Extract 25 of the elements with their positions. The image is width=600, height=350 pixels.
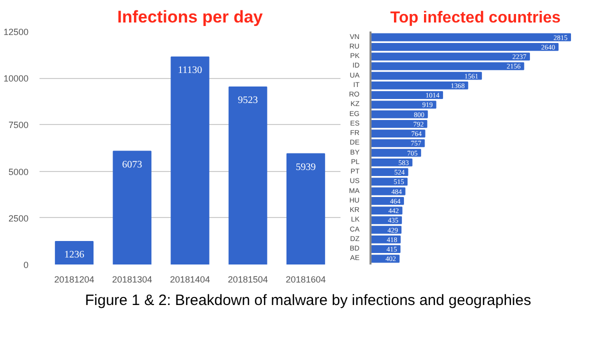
bar xyxy=(54,240,94,264)
chart-title: Infections per day xyxy=(117,8,264,26)
y-tick-label: 5000 xyxy=(8,166,29,177)
data-label: 5939 xyxy=(296,162,316,173)
x-tick-label: 20181504 xyxy=(228,274,268,284)
x-tick-label: 20181604 xyxy=(286,274,326,284)
y-tick-label: 12500 xyxy=(3,27,29,37)
data-label: 6073 xyxy=(122,159,142,170)
caption: Figure 1 & 2: Breakdown of malware by infections and geographies xyxy=(85,291,532,311)
chart-title: Top infected countries xyxy=(390,10,561,26)
x-tick-label: 20181404 xyxy=(170,274,210,284)
bar xyxy=(370,33,571,42)
x-tick-label: 20181304 xyxy=(112,274,152,284)
bar xyxy=(112,150,152,264)
bar xyxy=(228,86,268,264)
y-tick-label: 2500 xyxy=(8,213,29,224)
bar xyxy=(170,56,210,264)
data-label: 1236 xyxy=(64,249,84,260)
data-label: 9523 xyxy=(238,94,258,106)
y-tick-label: 7500 xyxy=(8,120,29,130)
x-tick-label: 20181204 xyxy=(54,274,94,284)
data-label: 11130 xyxy=(178,65,202,76)
y-tick-label: 0 xyxy=(23,260,29,270)
bar xyxy=(286,153,326,264)
y-tick-label: 10000 xyxy=(3,74,29,84)
